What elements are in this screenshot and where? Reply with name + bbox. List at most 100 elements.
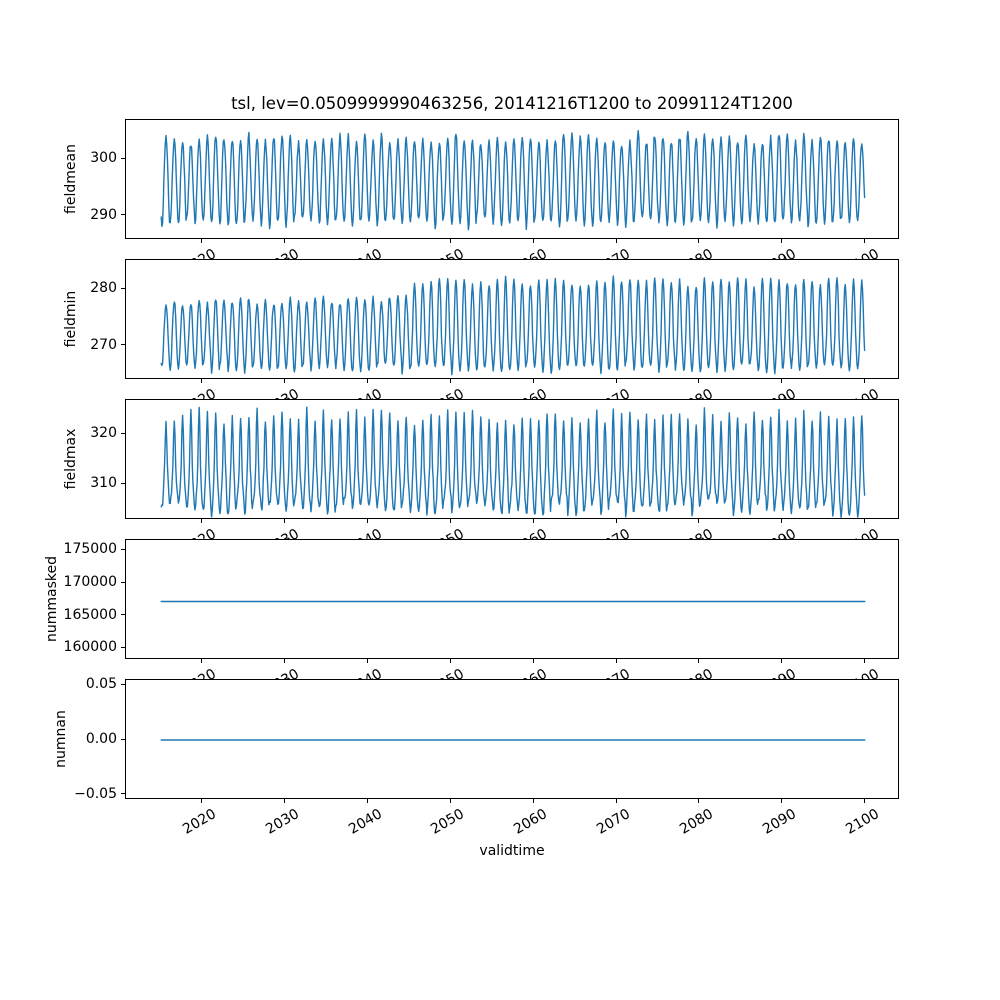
plot-frame-fieldmean bbox=[125, 119, 899, 239]
x-tick-mark bbox=[284, 799, 286, 803]
x-tick-label: 2090 bbox=[759, 386, 799, 418]
y-axis-label-fieldmean: fieldmean bbox=[63, 144, 79, 214]
x-tick-mark bbox=[201, 519, 203, 523]
x-tick-label: 2070 bbox=[594, 526, 634, 558]
x-tick-mark bbox=[532, 379, 534, 383]
x-tick-label: 2060 bbox=[511, 806, 551, 838]
x-tick-mark bbox=[367, 519, 369, 523]
x-tick-label: 2090 bbox=[759, 666, 799, 698]
y-axis-label-numnan: numnan bbox=[53, 710, 69, 768]
x-tick-label: 2080 bbox=[677, 666, 716, 698]
x-tick-mark bbox=[449, 799, 451, 803]
x-tick-label: 2020 bbox=[180, 386, 219, 418]
x-tick-mark bbox=[284, 379, 286, 383]
x-tick-label: 2100 bbox=[842, 806, 882, 838]
y-tick-label: 270 bbox=[90, 336, 117, 353]
x-tick-mark bbox=[615, 239, 617, 243]
y-tick-label: 165000 bbox=[63, 606, 117, 623]
x-tick-label: 2040 bbox=[345, 386, 385, 418]
x-tick-label: 2100 bbox=[842, 386, 882, 418]
line-series-fieldmax bbox=[160, 406, 866, 519]
x-tick-label: 2070 bbox=[594, 246, 634, 278]
x-tick-mark bbox=[532, 799, 534, 803]
line-series-fieldmean bbox=[160, 129, 866, 231]
y-tick-mark bbox=[121, 793, 125, 795]
x-tick-mark bbox=[201, 239, 203, 243]
x-tick-label: 2090 bbox=[759, 246, 799, 278]
y-tick-mark bbox=[121, 738, 125, 740]
x-tick-label: 2050 bbox=[428, 246, 468, 278]
x-tick-mark bbox=[201, 659, 203, 663]
figure-title: tsl, lev=0.0509999990463256, 20141216T12… bbox=[231, 94, 793, 113]
x-tick-mark bbox=[201, 799, 203, 803]
y-tick-mark bbox=[121, 344, 125, 346]
x-tick-mark bbox=[781, 659, 783, 663]
x-tick-mark bbox=[284, 519, 286, 523]
x-tick-label: 2030 bbox=[262, 386, 302, 418]
y-tick-mark bbox=[121, 287, 125, 289]
x-tick-mark bbox=[615, 379, 617, 383]
x-tick-label: 2100 bbox=[842, 526, 882, 558]
x-tick-mark bbox=[698, 379, 700, 383]
x-tick-mark bbox=[284, 659, 286, 663]
x-axis-label: validtime bbox=[479, 843, 545, 859]
y-tick-label: 300 bbox=[90, 150, 117, 167]
y-tick-mark bbox=[121, 646, 125, 648]
x-tick-label: 2060 bbox=[511, 386, 551, 418]
x-tick-label: 2020 bbox=[180, 526, 219, 558]
y-tick-mark bbox=[121, 614, 125, 616]
line-series-numnan bbox=[160, 739, 866, 741]
y-tick-mark bbox=[121, 482, 125, 484]
x-tick-label: 2040 bbox=[345, 526, 385, 558]
x-tick-label: 2080 bbox=[677, 246, 716, 278]
x-tick-label: 2080 bbox=[677, 386, 716, 418]
x-tick-mark bbox=[201, 379, 203, 383]
x-tick-label: 2040 bbox=[345, 666, 385, 698]
x-tick-mark bbox=[615, 799, 617, 803]
y-axis-label-fieldmin: fieldmin bbox=[63, 290, 79, 348]
plot-frame-nummasked bbox=[125, 539, 899, 659]
y-tick-label: 0.05 bbox=[85, 676, 117, 693]
x-tick-label: 2050 bbox=[428, 386, 468, 418]
y-tick-mark bbox=[121, 157, 125, 159]
x-tick-label: 2060 bbox=[511, 246, 551, 278]
x-tick-label: 2080 bbox=[677, 806, 716, 838]
x-tick-mark bbox=[615, 659, 617, 663]
y-tick-mark bbox=[121, 683, 125, 685]
x-tick-mark bbox=[698, 799, 700, 803]
y-tick-label: 290 bbox=[90, 206, 117, 223]
x-tick-label: 2070 bbox=[594, 386, 634, 418]
x-tick-mark bbox=[864, 379, 866, 383]
x-tick-mark bbox=[698, 239, 700, 243]
x-tick-label: 2070 bbox=[594, 666, 634, 698]
x-tick-label: 2090 bbox=[759, 526, 799, 558]
y-tick-label: 280 bbox=[90, 280, 117, 296]
x-tick-label: 2100 bbox=[842, 666, 882, 698]
x-tick-label: 2060 bbox=[511, 526, 551, 558]
x-tick-label: 2050 bbox=[428, 666, 468, 698]
x-tick-mark bbox=[367, 239, 369, 243]
y-tick-label: −0.05 bbox=[74, 785, 117, 802]
x-tick-label: 2020 bbox=[180, 806, 219, 838]
x-tick-mark bbox=[284, 239, 286, 243]
y-tick-label: 170000 bbox=[63, 574, 117, 591]
x-tick-mark bbox=[449, 379, 451, 383]
x-tick-mark bbox=[781, 239, 783, 243]
x-tick-mark bbox=[449, 519, 451, 523]
y-tick-mark bbox=[121, 214, 125, 216]
x-tick-label: 2090 bbox=[759, 806, 799, 838]
x-tick-mark bbox=[532, 239, 534, 243]
y-tick-label: 320 bbox=[90, 425, 117, 442]
x-tick-label: 2050 bbox=[428, 806, 468, 838]
x-tick-mark bbox=[864, 239, 866, 243]
x-tick-label: 2100 bbox=[842, 246, 882, 278]
x-tick-mark bbox=[864, 659, 866, 663]
x-tick-mark bbox=[698, 519, 700, 523]
x-tick-label: 2030 bbox=[262, 806, 302, 838]
y-tick-mark bbox=[121, 581, 125, 583]
x-tick-mark bbox=[367, 799, 369, 803]
x-tick-mark bbox=[367, 659, 369, 663]
x-tick-label: 2030 bbox=[262, 526, 302, 558]
x-tick-label: 2020 bbox=[180, 246, 219, 278]
